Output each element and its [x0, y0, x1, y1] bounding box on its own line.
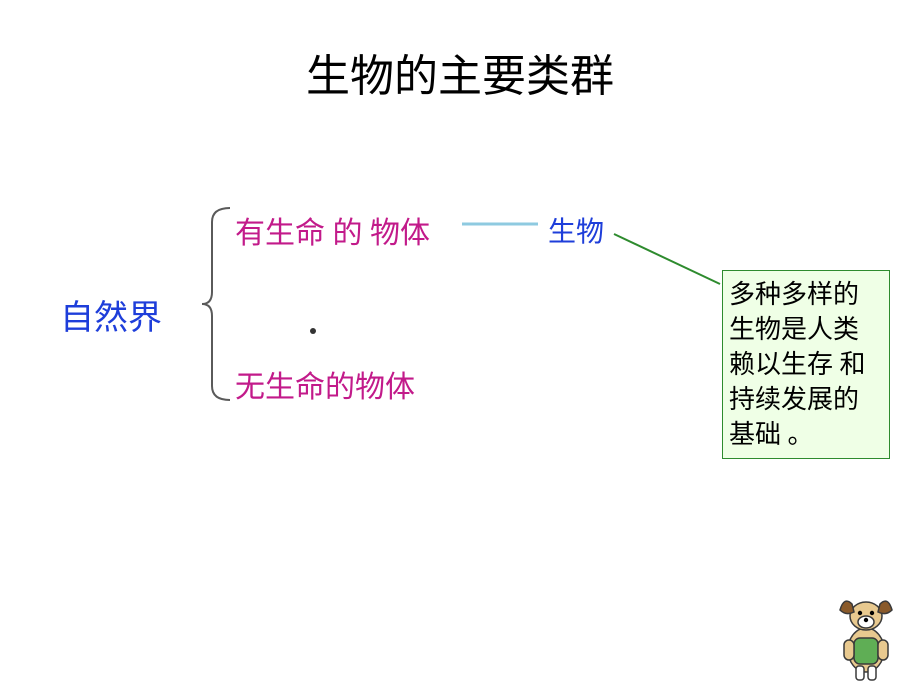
note-box: 多种多样的生物是人类赖以生存 和持续发展的基础 。	[722, 270, 890, 459]
root-label: 自然界	[60, 290, 162, 339]
mascot-icon	[826, 592, 906, 682]
branch-living: 有生命 的 物体	[235, 208, 430, 252]
bullet-dot	[310, 328, 316, 334]
leaf-biology: 生物	[548, 210, 604, 250]
branch-nonliving: 无生命的物体	[235, 362, 415, 406]
page-title: 生物的主要类群	[0, 40, 920, 104]
